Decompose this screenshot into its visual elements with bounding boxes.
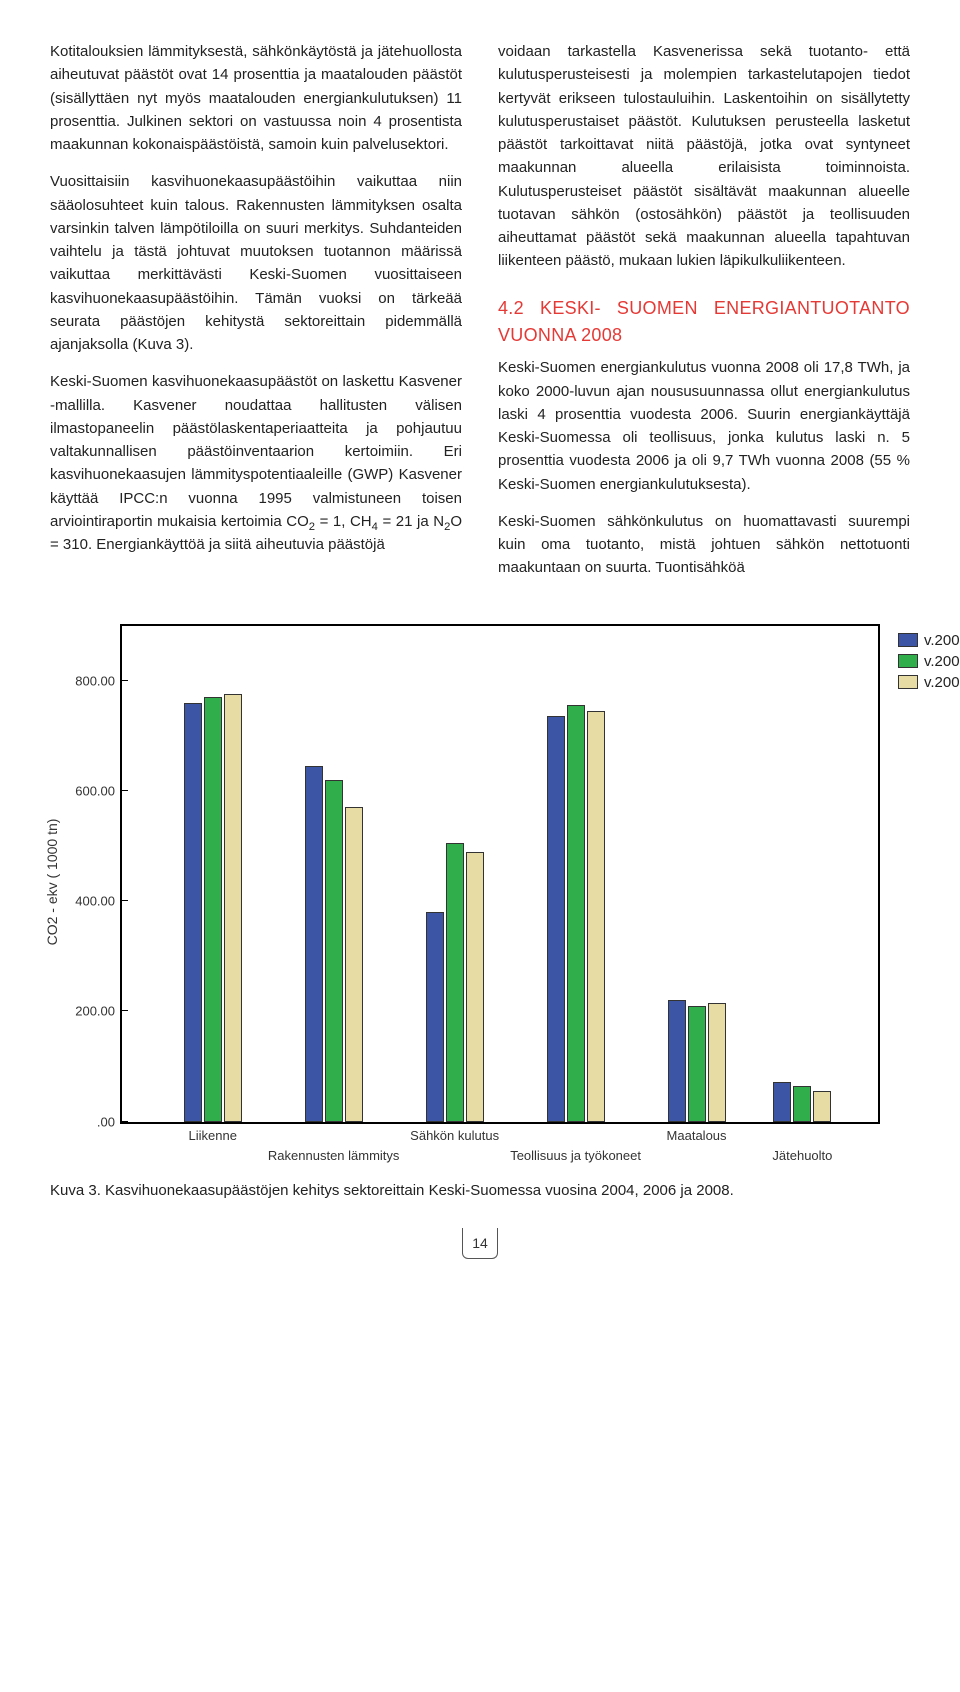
figure-caption: Kuva 3. Kasvihuonekaasupäästöjen kehitys… xyxy=(50,1180,910,1203)
x-tick-label: Jätehuolto xyxy=(772,1148,832,1163)
x-tick-label: Teollisuus ja työkoneet xyxy=(510,1148,641,1163)
paragraph: Vuosittaisiin kasvihuonekaasupäästöihin … xyxy=(50,170,462,356)
bar xyxy=(567,705,585,1121)
legend-item: v.2008 xyxy=(898,674,960,691)
bar xyxy=(224,694,242,1121)
paragraph: Kotitalouksien lämmityksestä, sähkönkäyt… xyxy=(50,40,462,156)
bar-group xyxy=(773,1082,831,1122)
bar-group xyxy=(547,705,605,1121)
bar-chart: CO2 - ekv ( 1000 tn) .00200.00400.00600.… xyxy=(120,624,880,1124)
x-tick-label: Liikenne xyxy=(189,1128,237,1143)
bar xyxy=(813,1091,831,1121)
left-column: Kotitalouksien lämmityksestä, sähkönkäyt… xyxy=(50,40,462,594)
y-tick-label: 800.00 xyxy=(67,673,115,688)
bar xyxy=(688,1006,706,1122)
plot-area: LiikenneRakennusten lämmitysSähkön kulut… xyxy=(122,626,878,1122)
legend-label: v.2006 xyxy=(924,653,960,670)
bar xyxy=(587,711,605,1122)
legend-label: v.2004 xyxy=(924,632,960,649)
legend: v.2004 v.2006 v.2008 xyxy=(898,632,960,695)
bar xyxy=(793,1086,811,1122)
legend-item: v.2006 xyxy=(898,653,960,670)
bar-group xyxy=(668,1000,726,1121)
page-number: 14 xyxy=(462,1228,498,1259)
y-tick-label: 200.00 xyxy=(67,1004,115,1019)
paragraph: voidaan tarkastella Kasvenerissa sekä tu… xyxy=(498,40,910,273)
y-tick-label: 400.00 xyxy=(67,894,115,909)
bar-group xyxy=(184,694,242,1121)
bar xyxy=(466,852,484,1122)
bar xyxy=(668,1000,686,1121)
paragraph: Keski-Suomen energiankulutus vuonna 2008… xyxy=(498,356,910,496)
right-column: voidaan tarkastella Kasvenerissa sekä tu… xyxy=(498,40,910,594)
bar xyxy=(426,912,444,1121)
bar xyxy=(547,716,565,1121)
paragraph: Keski-Suomen kasvihuonekaasupäästöt on l… xyxy=(50,370,462,556)
x-tick-label: Rakennusten lämmitys xyxy=(268,1148,400,1163)
legend-label: v.2008 xyxy=(924,674,960,691)
chart-container: CO2 - ekv ( 1000 tn) .00200.00400.00600.… xyxy=(50,624,910,1124)
y-tick-label: 600.00 xyxy=(67,783,115,798)
legend-swatch xyxy=(898,633,918,647)
section-heading: 4.2 KESKI- SUOMEN ENERGIANTUOTANTO VUONN… xyxy=(498,295,910,351)
bar xyxy=(325,780,343,1122)
bar xyxy=(305,766,323,1121)
legend-swatch xyxy=(898,675,918,689)
bar xyxy=(184,703,202,1122)
legend-item: v.2004 xyxy=(898,632,960,649)
bar-group xyxy=(426,843,484,1121)
bar xyxy=(345,807,363,1121)
bar-group xyxy=(305,766,363,1121)
y-tick-label: .00 xyxy=(67,1114,115,1129)
bar xyxy=(708,1003,726,1121)
bar xyxy=(204,697,222,1121)
bar xyxy=(773,1082,791,1122)
y-axis-label: CO2 - ekv ( 1000 tn) xyxy=(44,818,60,945)
text-columns: Kotitalouksien lämmityksestä, sähkönkäyt… xyxy=(50,40,910,594)
paragraph: Keski-Suomen sähkönkulutus on huomattava… xyxy=(498,510,910,580)
legend-swatch xyxy=(898,654,918,668)
x-tick-label: Maatalous xyxy=(667,1128,727,1143)
bar xyxy=(446,843,464,1121)
x-tick-label: Sähkön kulutus xyxy=(410,1128,499,1143)
